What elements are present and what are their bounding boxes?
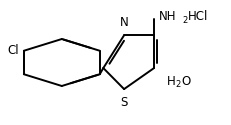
Text: HCl: HCl — [187, 10, 208, 23]
Text: 2: 2 — [182, 16, 187, 25]
Text: Cl: Cl — [8, 44, 19, 57]
Text: S: S — [120, 96, 127, 109]
Text: O: O — [180, 74, 189, 88]
Text: NH: NH — [158, 10, 175, 23]
Text: N: N — [119, 16, 128, 28]
Text: H: H — [166, 74, 175, 88]
Text: 2: 2 — [175, 80, 180, 90]
